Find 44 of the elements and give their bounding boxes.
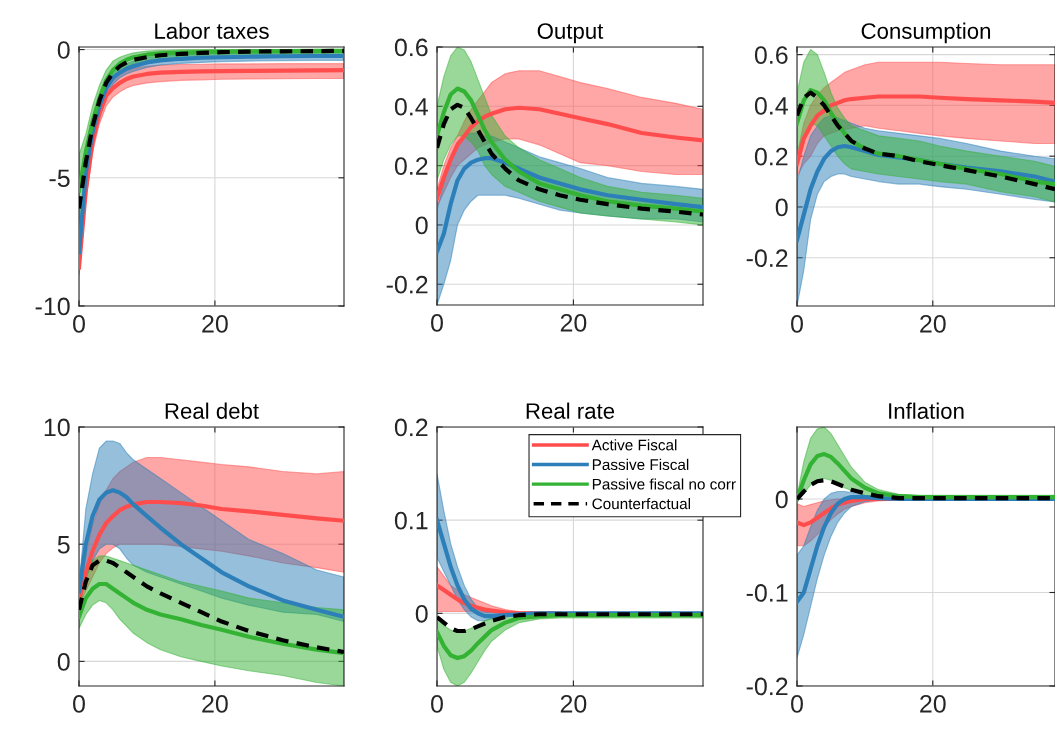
x-tick-label: 20 — [202, 694, 228, 713]
y-tick-label: 0 — [415, 216, 428, 235]
y-tick-label: 0.6 — [754, 46, 788, 64]
legend-label: Active Fiscal — [591, 439, 677, 451]
chart-title: Output — [537, 23, 604, 44]
y-tick-label: -0.2 — [746, 677, 788, 696]
y-tick-label: 0 — [415, 604, 428, 623]
y-tick-label: 0.2 — [394, 157, 428, 175]
x-tick-label: 0 — [791, 314, 803, 333]
y-tick-label: 0.4 — [754, 97, 788, 115]
y-tick-label: 0.2 — [754, 147, 788, 166]
x-tick-label: 20 — [560, 694, 587, 713]
legend-label: Passive fiscal no corr — [592, 478, 736, 490]
y-tick-label: -5 — [49, 169, 70, 188]
legend-label: Counterfactual — [592, 497, 691, 510]
x-tick-label: 20 — [920, 314, 946, 333]
y-tick-label: 0.1 — [394, 511, 428, 530]
y-tick-label: -0.2 — [386, 275, 428, 294]
x-tick-label: 0 — [431, 313, 443, 332]
chart-title: Labor taxes — [155, 22, 269, 39]
x-tick-label: 0 — [791, 694, 803, 713]
y-tick-label: 0 — [775, 198, 788, 217]
y-tick-label: -10 — [35, 297, 70, 316]
y-tick-label: 5 — [57, 536, 70, 554]
x-tick-label: 20 — [202, 314, 228, 333]
y-tick-label: 0.2 — [394, 418, 428, 437]
y-tick-label: 0.6 — [394, 38, 428, 57]
chart-title: Consumption — [861, 22, 991, 44]
y-tick-label: -0.1 — [746, 584, 788, 602]
y-tick-label: 0 — [57, 652, 70, 671]
x-tick-label: 20 — [560, 313, 587, 332]
chart-title: Inflation — [889, 402, 964, 419]
y-tick-label: 0.4 — [394, 97, 428, 116]
y-tick-label: 0 — [775, 490, 788, 509]
y-tick-label: 0 — [57, 41, 70, 59]
y-tick-label: -0.2 — [746, 249, 788, 268]
chart-title: Real debt — [165, 402, 259, 419]
x-tick-label: 0 — [73, 314, 85, 333]
legend-label: Passive Fiscal — [592, 458, 689, 471]
y-tick-label: 10 — [44, 418, 70, 437]
chart-title: Real rate — [526, 402, 615, 419]
x-tick-label: 0 — [73, 694, 85, 713]
x-tick-label: 0 — [431, 694, 443, 713]
x-tick-label: 20 — [920, 694, 946, 713]
